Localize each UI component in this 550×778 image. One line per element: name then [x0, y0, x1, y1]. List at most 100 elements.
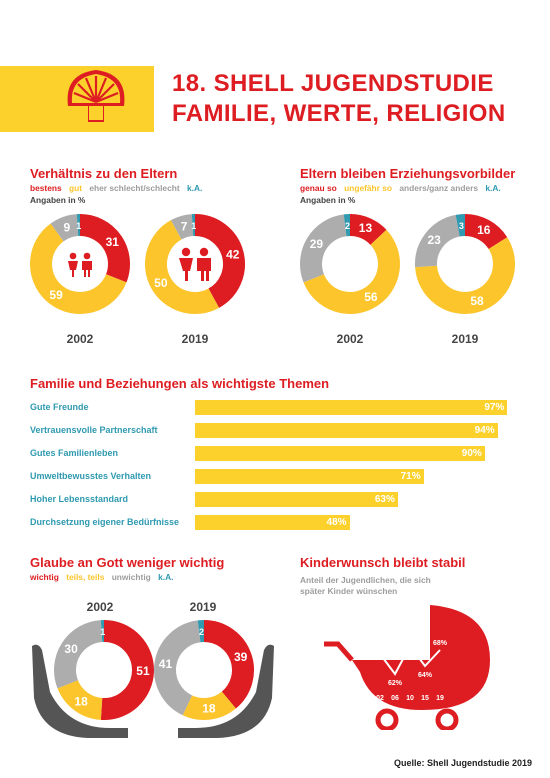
- bar: 97%: [195, 400, 508, 415]
- donut-faith-2002: 51 18 30 1: [54, 620, 154, 720]
- faith-2002-segment-0: [100, 620, 154, 720]
- hands-icon: [32, 644, 274, 738]
- children-value-label: 67%: [373, 644, 388, 651]
- children-title: Kinderwunsch bleibt stabil: [300, 555, 466, 570]
- bar: 71%: [195, 469, 424, 484]
- donut-educators-2002: 13 56 29 2: [300, 214, 400, 314]
- parents-2002-label-2: 9: [63, 220, 70, 234]
- bar-value: 48%: [326, 517, 347, 528]
- children-x-tick: 19: [436, 695, 444, 702]
- stroller-wheel-right: [435, 708, 459, 730]
- faith-legend: wichtig teils, teils unwichtig k.A.: [30, 572, 178, 582]
- children-subtitle-1: Anteil der Jugendlichen, die sich: [300, 575, 431, 585]
- parents-2002-label-1: 59: [49, 288, 63, 302]
- legend-ka: k.A.: [158, 572, 174, 582]
- bar-label: Vertrauensvolle Partnerschaft: [30, 425, 158, 435]
- family-icon: [179, 247, 211, 281]
- stroller-wheel-left: [375, 708, 399, 730]
- page-title-line1: 18. SHELL JUGENDSTUDIE: [172, 70, 494, 97]
- donut-parents-2019: 42 50 7 1: [145, 214, 245, 314]
- bar-value: 63%: [374, 494, 395, 505]
- source-note: Quelle: Shell Jugendstudie 2019: [393, 758, 532, 768]
- children-value-label: 68%: [433, 640, 448, 647]
- educators-2019-segment-2: [415, 214, 461, 268]
- parents-2002-segment-0: [79, 214, 130, 283]
- parents-2019-label-2: 7: [181, 220, 188, 234]
- faith-2002-label-3: 1: [100, 627, 105, 637]
- children-x-tick: 15: [421, 695, 429, 702]
- educators-unit: Angaben in %: [300, 195, 356, 205]
- parents-unit: Angaben in %: [30, 195, 86, 205]
- legend-bestens: bestens: [30, 183, 62, 193]
- parents-2002-segment-1: [30, 223, 127, 314]
- bar-value: 90%: [461, 448, 482, 459]
- educators-2002-segment-0: [349, 214, 387, 246]
- faith-2019-segment-0: [203, 620, 254, 709]
- donut-faith-2019: 39 18 41 2: [154, 620, 254, 720]
- educators-2019-label-1: 58: [470, 294, 484, 308]
- donut-parents-2002: 31 59 9 1: [30, 214, 130, 314]
- legend-ka: k.A.: [485, 183, 501, 193]
- children-x-tick: 06: [391, 695, 399, 702]
- year-faith-2019: 2019: [189, 600, 217, 614]
- bar-label: Gute Freunde: [30, 402, 89, 412]
- stroller-handle: [324, 641, 354, 662]
- faith-2002-segment-1: [57, 679, 103, 720]
- faith-2002-label-1: 18: [74, 695, 88, 709]
- children-x-tick: 02: [376, 695, 384, 702]
- parents-2019-segment-0: [194, 214, 245, 308]
- faith-2019-segment-2: [154, 620, 202, 716]
- parents-legend: bestens gut eher schlecht/schlecht k.A.: [30, 183, 207, 193]
- faith-2002-label-2: 30: [64, 642, 78, 656]
- legend-unwichtig: unwichtig: [111, 572, 151, 582]
- parent-child-icon: [68, 252, 92, 277]
- bar-value: 71%: [400, 471, 421, 482]
- faith-2019-segment-1: [182, 691, 236, 720]
- children-value-label: 64%: [418, 672, 433, 679]
- educators-2019-segment-0: [464, 214, 508, 250]
- stroller-basket: [352, 660, 490, 710]
- year-parents-2002: 2002: [66, 332, 94, 346]
- faith-2002-segment-2: [54, 620, 103, 689]
- shell-logo-icon: [67, 70, 125, 122]
- donut-educators-2019: 16 58 23 3: [415, 214, 515, 314]
- bar-value: 94%: [474, 425, 495, 436]
- educators-2019-label-0: 16: [477, 223, 491, 237]
- faith-2019-label-2: 41: [159, 657, 173, 671]
- parents-2019-label-3: 1: [191, 221, 196, 231]
- educators-2002-label-3: 2: [345, 221, 350, 231]
- parents-2002-segment-2: [50, 214, 79, 242]
- legend-anders: anders/ganz anders: [399, 183, 479, 193]
- stroller-hood: [430, 605, 490, 660]
- bar-value: 97%: [484, 402, 505, 413]
- stroller-line-chart: 67% 02 62% 06 69% 10 64% 15 68% 19: [324, 605, 490, 730]
- legend-ka: k.A.: [186, 183, 203, 193]
- educators-2019-segment-1: [415, 237, 515, 314]
- bar: 94%: [195, 423, 498, 438]
- educators-2019-label-3: 3: [459, 221, 464, 231]
- year-educators-2002: 2002: [336, 332, 364, 346]
- legend-genau-so: genau so: [300, 183, 337, 193]
- children-subtitle-2: später Kinder wünschen: [300, 586, 398, 596]
- parents-2019-label-0: 42: [226, 247, 240, 261]
- educators-2002-label-0: 13: [359, 221, 373, 235]
- bar: 63%: [195, 492, 398, 507]
- parents-2019-label-1: 50: [154, 276, 168, 290]
- bar-label: Umweltbewusstes Verhalten: [30, 471, 152, 481]
- faith-2019-label-0: 39: [234, 650, 248, 664]
- parents-2019-segment-1: [145, 220, 220, 314]
- faith-2019-label-3: 2: [199, 627, 204, 637]
- bar: 90%: [195, 446, 485, 461]
- legend-gut: gut: [68, 183, 83, 193]
- bar: 48%: [195, 515, 350, 530]
- parents-2002-label-0: 31: [106, 235, 120, 249]
- educators-legend: genau so ungefähr so anders/ganz anders …: [300, 183, 506, 193]
- bar-label: Hoher Lebensstandard: [30, 494, 129, 504]
- educators-2019-segment-3: [455, 214, 466, 237]
- themes-title: Familie und Beziehungen als wichtigste T…: [30, 376, 330, 391]
- children-series-line: [379, 644, 441, 676]
- children-value-label: 69%: [403, 636, 418, 643]
- faith-title: Glaube an Gott weniger wichtig: [30, 555, 225, 570]
- year-faith-2002: 2002: [86, 600, 114, 614]
- educators-title: Eltern bleiben Erziehungsvorbilder: [300, 166, 516, 181]
